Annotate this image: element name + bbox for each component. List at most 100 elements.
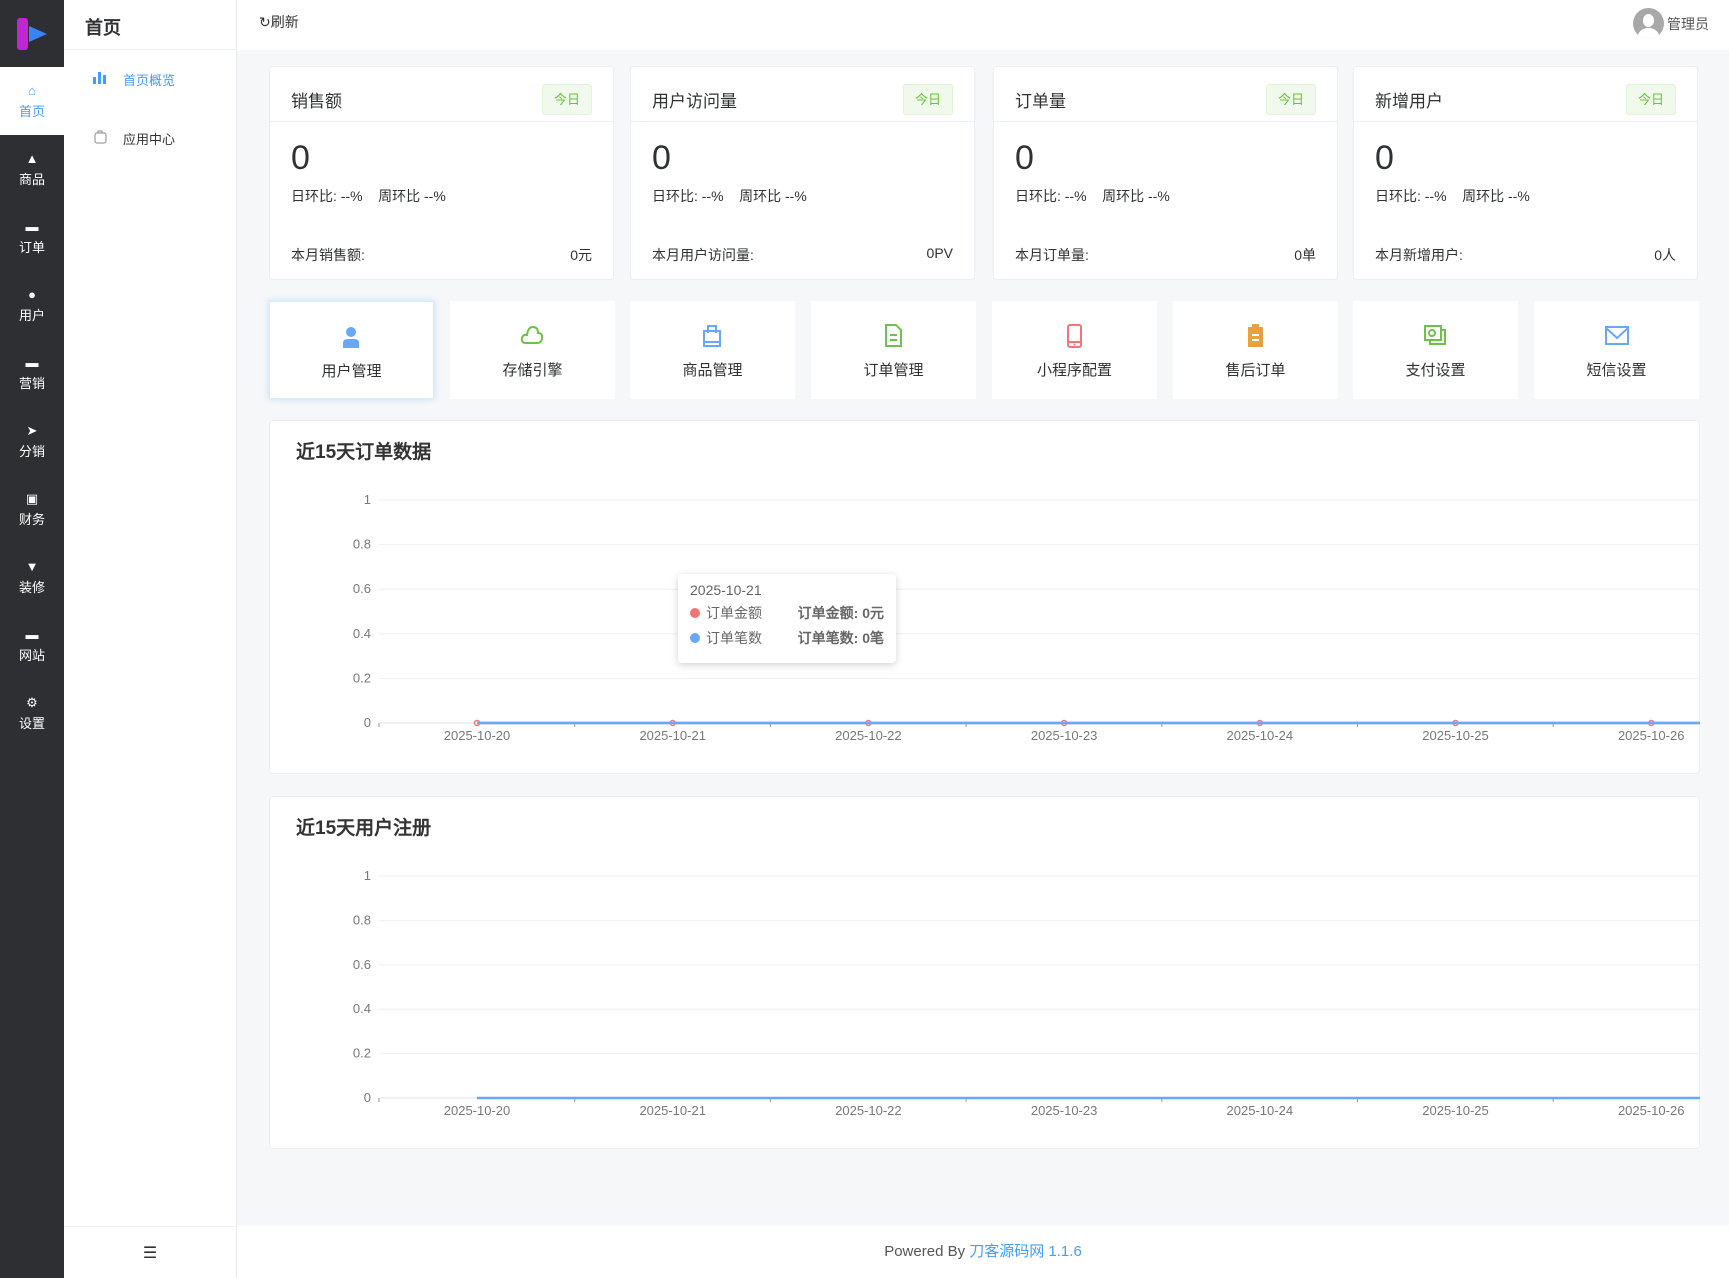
sidebar-item[interactable]: ▬ 订单 [0,203,64,271]
gear-icon: ⚙ [26,694,38,710]
tooltip-date: 2025-10-21 [690,582,762,598]
phone-icon [1066,324,1082,348]
card-value: 0 [1015,139,1034,177]
card-value: 0 [652,139,671,177]
chart-title: 近15天订单数据 [296,442,432,463]
month-label: 本月新增用户: [1375,247,1463,263]
sidebar-label: 首页 [18,103,45,119]
month-label: 本月用户访问量: [652,247,754,263]
card-value: 0 [1375,139,1394,177]
today-badge: 今日 [902,84,953,115]
user-chart-panel: 近15天用户注册 [269,796,1700,1149]
ticket-icon: ▬ [25,354,39,370]
top-header: ↻刷新 管理员 [237,0,1729,50]
subnav-label: 首页概览 [123,73,176,88]
stat-card: 新增用户 今日 0 日环比: --% 周环比 --% 本月新增用户: 0人 [1353,66,1698,280]
day-ratio: 日环比: --% [1375,188,1447,204]
card-title: 用户访问量 [631,67,974,122]
stat-card: 订单量 今日 0 日环比: --% 周环比 --% 本月订单量: 0单 [993,66,1338,280]
day-ratio: 日环比: --% [291,188,363,204]
footer-link[interactable]: 刀客源码网 1.1.6 [969,1243,1082,1260]
sidebar-item[interactable]: ▬ 网站 [0,611,64,679]
shortcut-tile[interactable]: 支付设置 [1353,301,1518,399]
bag-outline-icon [91,130,109,147]
shortcut-tile[interactable]: 小程序配置 [992,301,1157,399]
today-badge: 今日 [1265,84,1316,115]
collapse-menu-icon[interactable]: ☰ [64,1226,236,1278]
month-value: 0元 [570,247,592,263]
sidebar-label: 订单 [18,239,45,255]
day-ratio: 日环比: --% [652,188,724,204]
card-title: 订单量 [994,67,1337,122]
footer-text: Powered By [884,1243,970,1260]
order-chart-panel: 近15天订单数据 [269,420,1700,774]
subnav-item-app-center[interactable]: 应用中心 [64,109,236,168]
shortcut-tile[interactable]: 用户管理 [269,301,434,399]
day-ratio: 日环比: --% [1015,188,1087,204]
sidebar-label: 营销 [18,375,45,391]
tooltip-series: 订单金额 [706,605,762,621]
sidebar-label: 财务 [18,511,45,527]
stat-card: 销售额 今日 0 日环比: --% 周环比 --% 本月销售额: 0元 [269,66,614,280]
footer: Powered By 刀客源码网 1.1.6 [237,1226,1729,1278]
wallet-icon: ▬ [25,218,39,234]
username: 管理员 [1667,15,1709,32]
mail-icon [1604,326,1629,345]
document-icon [884,324,902,347]
shortcut-tile[interactable]: 商品管理 [630,301,795,399]
sidebar-label: 分销 [18,443,45,459]
shortcut-label: 支付设置 [1405,362,1466,379]
shortcut-label: 商品管理 [682,362,743,379]
send-icon: ➤ [26,422,38,438]
user-icon [342,327,359,348]
home-icon: ⌂ [28,82,36,98]
red-dot-icon [690,608,700,618]
week-ratio: 周环比 --% [1462,188,1530,204]
refresh-label: 刷新 [270,14,299,30]
shortcut-tile[interactable]: 订单管理 [811,301,976,399]
clipboard-icon [1247,324,1263,347]
tooltip-value: 订单笔数: 0笔 [797,630,884,646]
subnav-label: 应用中心 [123,132,176,147]
bar-chart-icon [91,72,109,87]
shortcut-tile[interactable]: 存储引擎 [450,301,615,399]
sidebar-item[interactable]: ▣ 财务 [0,475,64,543]
month-value: 0PV [926,245,953,261]
week-ratio: 周环比 --% [739,188,807,204]
today-badge: 今日 [541,84,592,115]
sidebar-item[interactable]: ● 用户 [0,271,64,339]
sidebar-label: 商品 [18,171,45,187]
shortcut-label: 用户管理 [321,363,382,380]
tooltip-value: 订单金额: 0元 [797,605,884,621]
shortcut-tile[interactable]: 短信设置 [1534,301,1699,399]
bag-icon: ▲ [25,150,39,166]
user-menu[interactable]: 管理员 [1633,8,1709,39]
sidebar-item[interactable]: ⌂ 首页 [0,67,64,135]
money-icon: ▣ [25,490,39,506]
shortcut-label: 售后订单 [1225,362,1286,379]
shortcut-tile[interactable]: 售后订单 [1173,301,1338,399]
user-icon: ● [28,286,36,302]
stat-card: 用户访问量 今日 0 日环比: --% 周环比 --% 本月用户访问量: 0PV [630,66,975,280]
tooltip-series: 订单笔数 [706,630,762,646]
refresh-icon: ↻ [259,14,271,30]
sidebar-item[interactable]: ▲ 商品 [0,135,64,203]
sidebar-item[interactable]: ⚙ 设置 [0,679,64,747]
refresh-button[interactable]: ↻刷新 [259,12,299,32]
subnav-item-overview[interactable]: 首页概览 [64,50,236,109]
sidebar-item[interactable]: ▼ 装修 [0,543,64,611]
sidebar-item[interactable]: ➤ 分销 [0,407,64,475]
week-ratio: 周环比 --% [378,188,446,204]
shortcut-label: 存储引擎 [502,362,563,379]
shopping-bag-icon [702,325,721,347]
sidebar-label: 网站 [18,647,45,663]
blue-dot-icon [690,633,700,643]
chart-title: 近15天用户注册 [296,818,432,839]
shortcut-label: 订单管理 [863,362,924,379]
cloud-icon [520,325,543,344]
sidebar-item[interactable]: ▬ 营销 [0,339,64,407]
card-value: 0 [291,139,310,177]
logo[interactable] [0,0,64,67]
month-value: 0人 [1654,247,1676,263]
week-ratio: 周环比 --% [1102,188,1170,204]
